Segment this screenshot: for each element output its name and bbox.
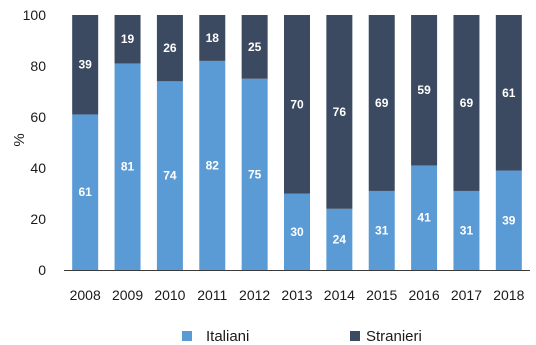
legend-label-stranieri: Stranieri bbox=[366, 328, 422, 345]
bar-italiani-2017 bbox=[453, 190, 480, 270]
bar-stranieri-2011 bbox=[199, 15, 226, 61]
bar-stranieri-2012 bbox=[241, 15, 268, 79]
bar-stranieri-2009 bbox=[114, 15, 141, 64]
data-label-stranieri-2015: 69 bbox=[375, 96, 389, 110]
data-labels: 61 39 81 19 74 26 82 18 75 25 30 70 24 76 31 69 41 59 31 69… bbox=[79, 31, 516, 246]
x-tick-2018: 2018 bbox=[493, 287, 524, 303]
bar-italiani-2018 bbox=[495, 170, 522, 270]
x-tick-2014: 2014 bbox=[324, 287, 355, 303]
bar-stranieri-2010 bbox=[156, 15, 183, 82]
data-label-stranieri-2008: 39 bbox=[79, 58, 93, 72]
bar-italiani-2013 bbox=[284, 193, 310, 270]
data-label-italiani-2014: 24 bbox=[333, 232, 347, 246]
y-axis-label: % bbox=[11, 133, 28, 146]
y-tick-80: 80 bbox=[30, 58, 46, 74]
y-tick-60: 60 bbox=[30, 109, 46, 125]
bar-italiani-2009 bbox=[114, 63, 141, 271]
data-label-stranieri-2017: 69 bbox=[460, 96, 474, 110]
data-label-italiani-2016: 41 bbox=[417, 211, 431, 225]
data-label-stranieri-2011: 18 bbox=[206, 31, 220, 45]
x-tick-2008: 2008 bbox=[70, 287, 101, 303]
x-tick-2011: 2011 bbox=[197, 287, 227, 303]
y-tick-100: 100 bbox=[23, 7, 47, 23]
x-tick-2016: 2016 bbox=[409, 287, 440, 303]
y-tick-0: 0 bbox=[38, 262, 46, 278]
y-tick-40: 40 bbox=[30, 160, 46, 176]
data-label-italiani-2012: 75 bbox=[248, 167, 262, 181]
x-tick-2017: 2017 bbox=[451, 287, 482, 303]
data-label-stranieri-2009: 19 bbox=[121, 32, 135, 46]
bar-stranieri-2017 bbox=[453, 15, 480, 191]
y-tick-20: 20 bbox=[30, 211, 46, 227]
data-label-stranieri-2018: 61 bbox=[502, 86, 516, 100]
x-tick-2009: 2009 bbox=[112, 287, 143, 303]
bar-italiani-2015 bbox=[368, 190, 395, 270]
bar-italiani-2012 bbox=[241, 78, 268, 270]
bar-stranieri-2008 bbox=[72, 15, 99, 115]
bar-italiani-2016 bbox=[411, 165, 438, 270]
x-tick-labels: 2008 2009 2010 2011 2012 2013 2014 2015 2016 2017… bbox=[70, 287, 525, 303]
data-label-stranieri-2013: 70 bbox=[290, 97, 304, 111]
data-label-italiani-2015: 31 bbox=[375, 223, 389, 237]
bars-group bbox=[72, 15, 522, 271]
legend-swatch-stranieri bbox=[350, 331, 360, 341]
legend-swatch-italiani bbox=[182, 331, 192, 341]
data-label-stranieri-2010: 26 bbox=[163, 41, 177, 55]
data-label-italiani-2013: 30 bbox=[290, 225, 304, 239]
data-label-stranieri-2012: 25 bbox=[248, 40, 262, 54]
bar-stranieri-2016 bbox=[411, 15, 438, 166]
data-label-italiani-2009: 81 bbox=[121, 160, 135, 174]
bar-stranieri-2013 bbox=[284, 15, 310, 194]
bar-stranieri-2014 bbox=[326, 15, 353, 209]
bar-italiani-2010 bbox=[156, 81, 183, 270]
legend-label-italiani: Italiani bbox=[206, 328, 249, 345]
data-label-italiani-2018: 39 bbox=[502, 213, 516, 227]
y-tick-labels: 0 20 40 60 80 100 bbox=[23, 7, 47, 278]
bar-italiani-2008 bbox=[72, 114, 99, 270]
x-tick-2015: 2015 bbox=[366, 287, 397, 303]
bar-stranieri-2015 bbox=[368, 15, 395, 191]
bar-italiani-2011 bbox=[199, 60, 226, 271]
data-label-stranieri-2016: 59 bbox=[417, 83, 431, 97]
legend: Italiani Stranieri bbox=[182, 328, 422, 345]
x-tick-2013: 2013 bbox=[281, 287, 312, 303]
data-label-italiani-2008: 61 bbox=[79, 185, 93, 199]
bar-italiani-2014 bbox=[326, 208, 353, 270]
x-tick-2012: 2012 bbox=[239, 287, 270, 303]
data-label-italiani-2010: 74 bbox=[163, 169, 177, 183]
x-tick-2010: 2010 bbox=[154, 287, 185, 303]
bar-stranieri-2018 bbox=[495, 15, 522, 171]
data-label-stranieri-2014: 76 bbox=[333, 105, 347, 119]
data-label-italiani-2017: 31 bbox=[460, 223, 474, 237]
data-label-italiani-2011: 82 bbox=[206, 158, 220, 172]
